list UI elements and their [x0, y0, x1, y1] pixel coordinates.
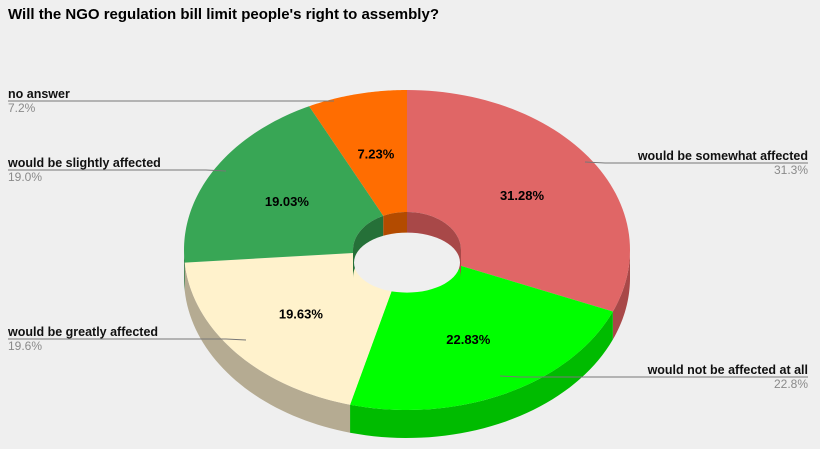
label-pct-would-not-be-affected-at-all: 22.8% [774, 377, 808, 391]
label-would-be-somewhat-affected: would be somewhat affected [637, 149, 808, 163]
label-pct-would-be-somewhat-affected: 31.3% [774, 163, 808, 177]
leader-line-would-not-be-affected-at-all [499, 375, 808, 378]
slice-would-be-slightly-affected[interactable] [184, 106, 384, 263]
leader-line-would-be-somewhat-affected [584, 161, 808, 164]
label-no-answer: no answer [8, 87, 70, 101]
slice-sides [184, 250, 630, 438]
label-pct-would-be-greatly-affected: 19.6% [8, 339, 42, 353]
slice-would-be-somewhat-affected[interactable] [407, 90, 630, 312]
slice-side-would-be-greatly-affected [184, 262, 351, 433]
slice-tops [184, 90, 630, 410]
label-would-not-be-affected-at-all: would not be affected at all [647, 363, 808, 377]
label-would-be-slightly-affected: would be slightly affected [7, 156, 161, 170]
value-label-would-be-greatly-affected: 19.63% [279, 307, 324, 322]
slice-side-would-not-be-affected-at-all [350, 311, 613, 438]
label-pct-no-answer: 7.2% [8, 101, 36, 115]
value-label-would-be-slightly-affected: 19.03% [265, 194, 310, 209]
slice-value-labels: 31.28% 22.83% 19.63% 19.03% 7.23% [265, 146, 545, 347]
leader-line-would-be-slightly-affected [8, 169, 227, 172]
leader-lines [8, 100, 808, 378]
leader-line-would-be-greatly-affected [8, 338, 247, 341]
slice-side-would-be-somewhat-affected [612, 250, 630, 340]
value-label-would-not-be-affected-at-all: 22.83% [446, 332, 491, 347]
value-label-no-answer: 7.23% [357, 146, 394, 161]
chart-title: Will the NGO regulation bill limit peopl… [8, 6, 439, 23]
label-would-be-greatly-affected: would be greatly affected [7, 325, 158, 339]
slice-would-not-be-affected-at-all[interactable] [350, 264, 613, 410]
slice-side-would-be-slightly-affected [184, 250, 185, 291]
donut-hole-opening [354, 232, 460, 293]
slice-no-answer[interactable] [309, 90, 407, 216]
label-pct-would-be-slightly-affected: 19.0% [8, 170, 42, 184]
slice-would-be-greatly-affected[interactable] [184, 253, 394, 405]
value-label-would-be-somewhat-affected: 31.28% [500, 188, 545, 203]
